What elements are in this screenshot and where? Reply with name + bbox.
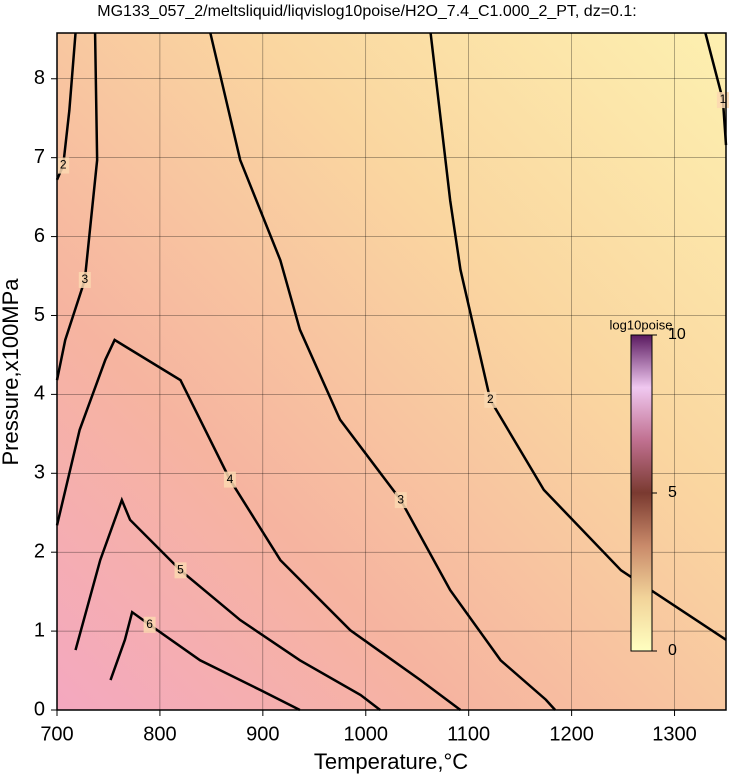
contour-label: 4	[227, 472, 234, 486]
x-tick-label: 1200	[549, 723, 594, 745]
colorbar-tick-label: 5	[668, 484, 677, 501]
chart-title: MG133_057_2/meltsliquid/liqvislog10poise…	[97, 3, 636, 20]
y-axis-label: Pressure,x100MPa	[0, 278, 23, 466]
contour-label: 3	[397, 492, 404, 506]
contour-line	[209, 32, 557, 711]
x-tick-label: 1000	[344, 723, 389, 745]
colorbar-tick-label: 10	[668, 326, 686, 343]
x-tick-label: 700	[40, 723, 73, 745]
y-tick-label: 3	[34, 462, 45, 484]
y-tick-label: 7	[34, 146, 45, 168]
contour-label: 6	[146, 617, 153, 631]
contour-label: 1	[720, 92, 727, 106]
contour-label: 5	[177, 563, 184, 577]
y-tick-label: 4	[34, 383, 45, 405]
plot-frame	[56, 32, 727, 711]
contour-label-bg	[78, 271, 91, 288]
contour-label: 3	[81, 272, 88, 286]
colorbar	[630, 334, 653, 652]
contour-label-bg	[174, 562, 187, 579]
y-tick-label: 6	[34, 225, 45, 247]
y-tick-label: 2	[34, 540, 45, 562]
y-tick-label: 1	[34, 619, 45, 641]
y-tick-label: 8	[34, 67, 45, 89]
y-tick-label: 0	[34, 698, 45, 720]
x-tick-label: 900	[246, 723, 279, 745]
plot-background	[57, 33, 726, 710]
colorbar-tick-label: 0	[668, 642, 677, 659]
contour-label-bg	[143, 616, 156, 633]
contour-label: 2	[487, 392, 494, 406]
contour-label-bg	[57, 157, 70, 174]
x-tick-label: 800	[143, 723, 176, 745]
x-tick-label: 1300	[652, 723, 697, 745]
contour-label: 2	[60, 158, 67, 172]
contour-label-bg	[394, 492, 407, 509]
y-tick-label: 5	[34, 304, 45, 326]
colorbar-label: log10poise	[610, 317, 673, 332]
contour-label-bg	[223, 471, 236, 488]
x-tick-label: 1100	[447, 723, 490, 745]
contour-line	[55, 338, 462, 712]
x-axis-label: Temperature,°C	[314, 749, 468, 774]
contour-label-bg	[484, 391, 497, 408]
